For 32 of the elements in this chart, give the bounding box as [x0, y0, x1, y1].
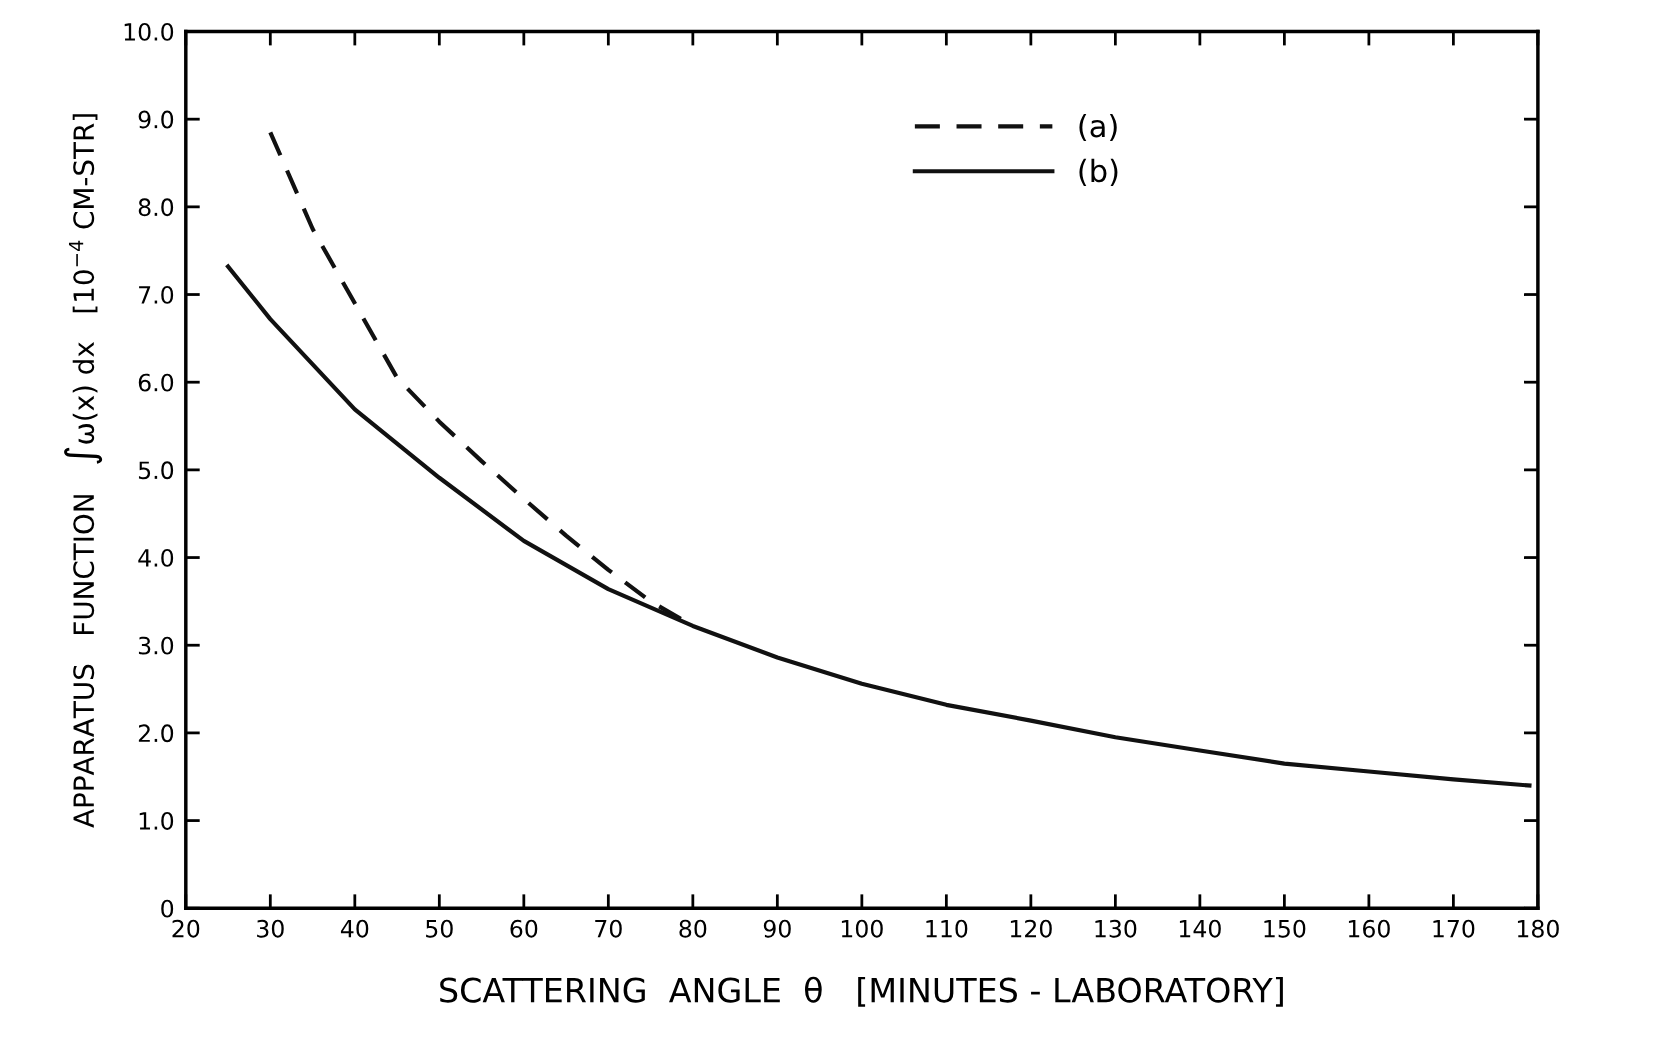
y-tick-label: 8.0 — [138, 198, 174, 217]
x-tick-label: 20 — [172, 919, 200, 938]
x-tick-label: 110 — [926, 919, 968, 938]
x-tick-label: 90 — [763, 919, 791, 938]
x-tick-label: 40 — [340, 919, 369, 938]
x-axis-title: SCATTERING ANGLE θ [MINUTES - LABORATORY] — [440, 976, 1283, 1007]
x-tick-label: 160 — [1348, 919, 1390, 938]
y-tick-label: 1.0 — [139, 812, 174, 830]
x-tick-label: 50 — [426, 919, 453, 938]
legend-label: (b) — [1079, 158, 1118, 186]
y-tick-label: 7.0 — [139, 285, 174, 304]
y-tick-label: 5.0 — [138, 461, 174, 480]
x-tick-label: 170 — [1433, 919, 1475, 938]
x-tick-label: 70 — [595, 919, 622, 938]
y-tick-label: 4.0 — [138, 549, 174, 567]
x-tick-label: 60 — [510, 919, 538, 938]
x-tick-label: 150 — [1264, 919, 1306, 938]
y-tick-label: 2.0 — [138, 724, 174, 743]
y-tick-label: 3.0 — [138, 636, 174, 655]
y-axis-title: APPARATUS FUNCTION ∫ω(x) dx [10$^{−4}$ CM-STR] — [64, 114, 103, 828]
legend-label: (a) — [1079, 113, 1117, 142]
y-tick-label: 6.0 — [138, 373, 174, 392]
x-tick-label: 180 — [1517, 919, 1559, 938]
x-tick-label: 140 — [1179, 919, 1221, 938]
x-tick-label: 120 — [1010, 919, 1052, 938]
x-tick-label: 30 — [257, 919, 284, 938]
y-tick-label: 10.0 — [124, 22, 174, 41]
x-tick-label: 130 — [1095, 919, 1137, 938]
y-tick-label: 9.0 — [138, 110, 174, 129]
x-tick-label: 100 — [841, 919, 883, 938]
x-tick-label: 80 — [679, 919, 707, 938]
y-tick-label: 0 — [161, 899, 174, 918]
